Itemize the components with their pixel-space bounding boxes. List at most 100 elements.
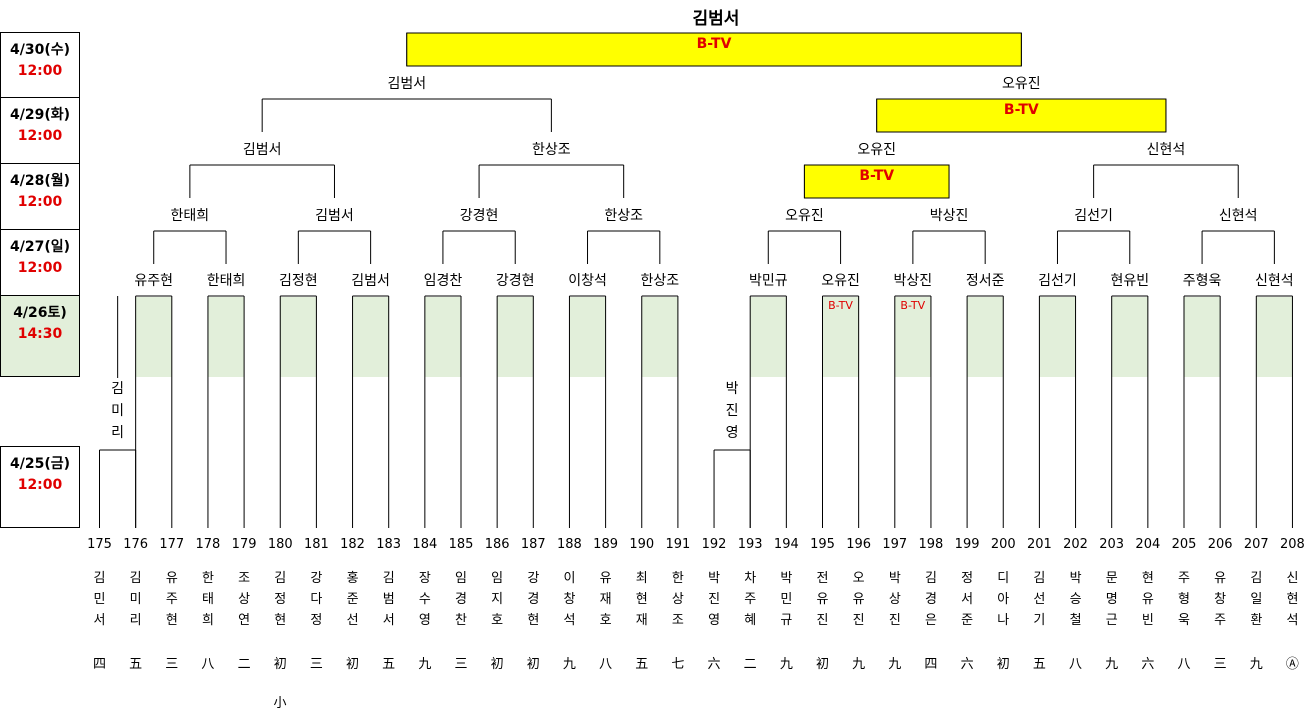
entry-name: 김범서 (379, 568, 399, 631)
entry-number: 208 (1275, 537, 1306, 552)
entry-grade: 二 (232, 653, 256, 672)
day-cell-4-28: 4/28(월) 12:00 (0, 163, 80, 230)
entry-name: 김정현 (270, 568, 290, 631)
round4-winner: 김범서 (367, 73, 447, 93)
entry-name: 장수영 (415, 568, 435, 631)
entry-number: 185 (444, 537, 478, 552)
entry-number: 195 (806, 537, 840, 552)
entry-grade: 九 (774, 653, 798, 672)
entry-name: 한태희 (198, 568, 218, 631)
entry-grade: 九 (1244, 653, 1268, 672)
round2-winner: 박상진 (909, 205, 989, 225)
entry-number: 191 (661, 537, 695, 552)
entry-number: 183 (372, 537, 406, 552)
entry-grade: 四 (88, 653, 112, 672)
entry-grade: 八 (594, 653, 618, 672)
round1-winner: 유주현 (114, 270, 194, 290)
day-time: 12:00 (1, 260, 79, 276)
round1-highlight (750, 297, 786, 377)
round3-winner: 오유진 (837, 139, 917, 159)
entry-name: 김미리 (126, 568, 146, 631)
entry-number: 205 (1167, 537, 1201, 552)
entry-name: 오유진 (849, 568, 869, 631)
entry-name: 이창석 (559, 568, 579, 631)
entry-name: 신현석 (1282, 568, 1302, 631)
entry-grade: 九 (413, 653, 437, 672)
entry-number: 196 (842, 537, 876, 552)
round1-highlight (1184, 297, 1220, 377)
entry-number: 201 (1022, 537, 1056, 552)
extra-note: 小 (270, 692, 290, 711)
entry-number: 187 (516, 537, 550, 552)
entry-grade: 六 (1136, 653, 1160, 672)
day-date: 4/27(일) (1, 236, 79, 256)
entry-grade: 二 (738, 653, 762, 672)
entry-grade: Ⓐ (1280, 653, 1304, 672)
round1-winner: 임경찬 (403, 270, 483, 290)
day-time: 12:00 (1, 128, 79, 144)
entry-number: 207 (1239, 537, 1273, 552)
day-cell-4-29: 4/29(화) 12:00 (0, 97, 80, 164)
entry-name: 박상진 (885, 568, 905, 631)
entry-grade: 初 (485, 653, 509, 672)
entry-number: 198 (914, 537, 948, 552)
entry-grade: 六 (955, 653, 979, 672)
day-date: 4/29(화) (1, 104, 79, 124)
day-date: 4/25(금) (1, 453, 79, 473)
day-cell-4-27: 4/27(일) 12:00 (0, 229, 80, 296)
round2-winner: 강경현 (439, 205, 519, 225)
round1-winner: 주형욱 (1162, 270, 1242, 290)
entry-grade: 九 (1100, 653, 1124, 672)
entry-number: 189 (589, 537, 623, 552)
round1-winner: 정서준 (945, 270, 1025, 290)
entry-number: 190 (625, 537, 659, 552)
round1-winner: 현유빈 (1090, 270, 1170, 290)
round1-highlight (569, 297, 605, 377)
pre-round-winner: 박진영 (722, 378, 742, 444)
entry-grade: 初 (521, 653, 545, 672)
day-date: 4/30(수) (1, 39, 79, 59)
round1-highlight (1256, 297, 1292, 377)
entry-number: 175 (83, 537, 117, 552)
entry-name: 현유빈 (1138, 568, 1158, 631)
entry-grade: 三 (1208, 653, 1232, 672)
entry-grade: 三 (449, 653, 473, 672)
day-date: 4/28(월) (1, 170, 79, 190)
entry-name: 유재호 (596, 568, 616, 631)
round1-winner: 김범서 (331, 270, 411, 290)
entry-number: 199 (950, 537, 984, 552)
entry-grade: 九 (883, 653, 907, 672)
btv-label: B-TV (877, 102, 1166, 118)
btv-label: B-TV (804, 168, 949, 184)
entry-grade: 初 (341, 653, 365, 672)
entry-number: 178 (191, 537, 225, 552)
entry-name: 정서준 (957, 568, 977, 631)
entry-grade: 五 (377, 653, 401, 672)
entry-name: 전유진 (813, 568, 833, 631)
entry-name: 임경찬 (451, 568, 471, 631)
round1-highlight (497, 297, 533, 377)
day-cell-4-30: 4/30(수) 12:00 (0, 32, 80, 98)
entry-name: 박진영 (704, 568, 724, 631)
round3-winner: 신현석 (1126, 139, 1206, 159)
entry-grade: 五 (630, 653, 654, 672)
round2-winner: 김선기 (1054, 205, 1134, 225)
entry-grade: 五 (1027, 653, 1051, 672)
entry-name: 디아나 (993, 568, 1013, 631)
entry-number: 197 (878, 537, 912, 552)
entry-grade: 五 (124, 653, 148, 672)
entry-name: 강경현 (523, 568, 543, 631)
entry-grade: 七 (666, 653, 690, 672)
round1-winner: 한상조 (620, 270, 700, 290)
entry-grade: 九 (557, 653, 581, 672)
entry-name: 김민서 (90, 568, 110, 631)
round2-winner: 한태희 (150, 205, 230, 225)
round1-winner: 신현석 (1234, 270, 1306, 290)
entry-grade: 六 (702, 653, 726, 672)
entry-name: 한상조 (668, 568, 688, 631)
round3-winner: 한상조 (511, 139, 591, 159)
entry-number: 192 (697, 537, 731, 552)
entry-name: 임지호 (487, 568, 507, 631)
entry-grade: 九 (847, 653, 871, 672)
round2-winner: 신현석 (1198, 205, 1278, 225)
